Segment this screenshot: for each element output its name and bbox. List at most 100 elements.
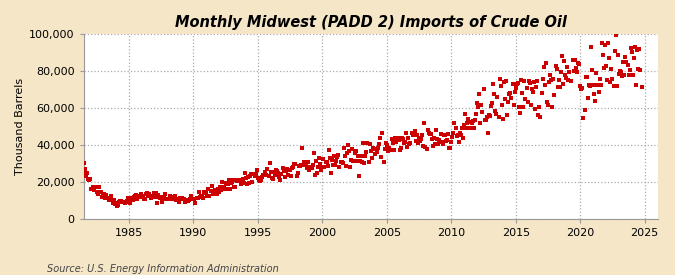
Point (258, 172, 269, 177)
Point (552, 85, 563, 90)
Point (432, 137, 443, 141)
Point (269, 172, 280, 177)
Point (269, 169, 279, 174)
Point (563, 78, 574, 83)
Point (383, 146, 394, 150)
Point (564, 70, 575, 74)
Point (538, 65, 549, 69)
Point (351, 159, 362, 164)
Point (599, 43, 610, 47)
Point (267, 176, 277, 180)
Point (138, 194, 148, 199)
Point (135, 192, 146, 196)
Point (481, 115, 492, 119)
Point (304, 168, 315, 172)
Point (248, 172, 259, 177)
Point (583, 95, 593, 100)
Point (317, 165, 327, 170)
Point (404, 141, 414, 146)
Point (378, 160, 389, 164)
Point (225, 180, 236, 185)
Point (159, 194, 169, 199)
Point (532, 79, 543, 83)
Point (249, 174, 260, 178)
Point (265, 170, 276, 174)
Point (296, 163, 306, 168)
Point (461, 126, 472, 131)
Point (465, 119, 476, 124)
Point (450, 126, 461, 130)
Point (401, 131, 412, 135)
Point (541, 100, 552, 104)
Point (505, 90, 516, 95)
Point (570, 57, 580, 62)
Point (185, 196, 196, 201)
Point (446, 139, 457, 144)
Point (550, 64, 561, 68)
Point (341, 164, 352, 168)
Point (547, 105, 558, 110)
Point (280, 168, 291, 173)
Point (251, 167, 262, 172)
Point (373, 146, 383, 151)
Point (167, 197, 178, 201)
Point (336, 160, 347, 164)
Point (232, 178, 243, 183)
Point (274, 174, 285, 179)
Point (405, 141, 416, 145)
Point (601, 78, 612, 82)
Point (147, 194, 158, 198)
Point (557, 54, 568, 58)
Point (586, 45, 597, 49)
Point (470, 112, 481, 116)
Point (191, 196, 202, 200)
Point (97, 195, 107, 199)
Point (236, 178, 247, 182)
Point (388, 141, 399, 145)
Point (420, 145, 431, 150)
Point (240, 176, 251, 180)
Point (184, 197, 194, 202)
Point (421, 147, 432, 151)
Point (535, 115, 546, 119)
Point (385, 148, 396, 152)
Point (206, 183, 217, 188)
Point (581, 75, 592, 79)
Point (77, 170, 88, 174)
Point (589, 92, 599, 96)
Point (145, 193, 156, 198)
Point (124, 200, 135, 205)
Point (472, 105, 483, 110)
Point (118, 199, 129, 204)
Point (189, 197, 200, 201)
Point (354, 159, 365, 163)
Point (417, 133, 428, 138)
Point (576, 87, 587, 92)
Point (376, 155, 387, 159)
Point (528, 89, 539, 94)
Point (342, 150, 352, 155)
Point (290, 162, 301, 166)
Point (187, 197, 198, 201)
Point (301, 161, 312, 166)
Point (520, 97, 531, 101)
Point (636, 85, 647, 89)
Point (163, 197, 174, 201)
Point (312, 171, 323, 175)
Point (193, 190, 204, 194)
Point (72, 166, 82, 171)
Point (331, 159, 342, 163)
Point (287, 166, 298, 170)
Point (437, 142, 448, 146)
Point (510, 86, 521, 90)
Point (218, 187, 229, 191)
Point (628, 73, 639, 77)
Point (514, 111, 525, 116)
Point (478, 87, 489, 92)
Point (558, 82, 568, 86)
Point (244, 181, 254, 185)
Point (572, 61, 583, 65)
Point (124, 197, 134, 201)
Point (402, 145, 412, 149)
Point (359, 161, 370, 165)
